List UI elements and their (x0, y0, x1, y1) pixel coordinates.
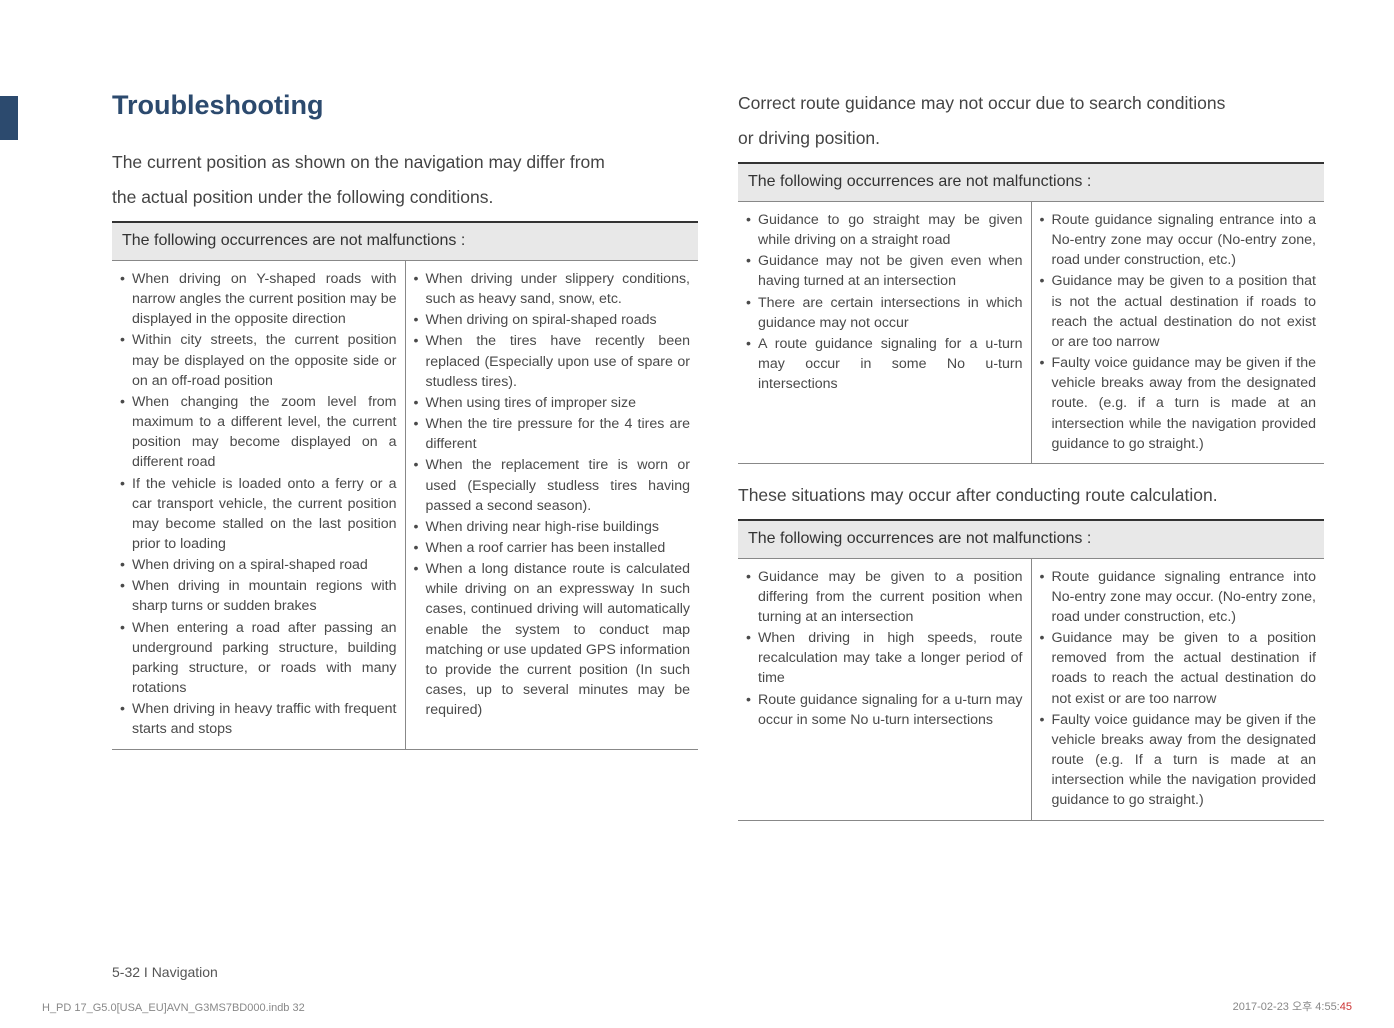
list-item: Faulty voice guidance may be given if th… (1040, 353, 1317, 454)
table-cell-left: Guidance may be given to a position diff… (738, 558, 1031, 820)
list-item: When entering a road after passing an un… (120, 618, 397, 699)
table-cell-left: Guidance to go straight may be given whi… (738, 201, 1031, 463)
list-item: Faulty voice guidance may be given if th… (1040, 710, 1317, 811)
list-item: Guidance to go straight may be given whi… (746, 210, 1023, 250)
list-item: Guidance may not be given even when havi… (746, 251, 1023, 291)
list-item: When using tires of improper size (414, 393, 691, 413)
list-item: When driving near high-rise buildings (414, 517, 691, 537)
list-item: When driving on spiral-shaped roads (414, 310, 691, 330)
malfunction-table-3: The following occurrences are not malfun… (738, 519, 1324, 821)
list-item: When driving in high speeds, route recal… (746, 628, 1023, 688)
list-item: There are certain intersections in which… (746, 293, 1023, 333)
list-item: Guidance may be given to a position that… (1040, 271, 1317, 352)
mid-intro: These situations may occur after conduct… (738, 482, 1324, 509)
table-cell-right: When driving under slippery conditions, … (405, 260, 698, 749)
list-item: Guidance may be given to a position diff… (746, 567, 1023, 627)
intro-line-1: Correct route guidance may not occur due… (738, 90, 1324, 117)
malfunction-table-2: The following occurrences are not malfun… (738, 162, 1324, 464)
table-cell-right: Route guidance signaling entrance into N… (1031, 558, 1324, 820)
list-item: When changing the zoom level from maximu… (120, 392, 397, 473)
list-item: When the tire pressure for the 4 tires a… (414, 414, 691, 454)
list-item: If the vehicle is loaded onto a ferry or… (120, 474, 397, 555)
bullet-list: When driving under slippery conditions, … (414, 269, 691, 720)
list-item: When driving under slippery conditions, … (414, 269, 691, 309)
table-header: The following occurrences are not malfun… (112, 222, 698, 260)
intro-line-2: or driving position. (738, 125, 1324, 152)
list-item: When driving in mountain regions with sh… (120, 576, 397, 616)
list-item: When driving on Y-shaped roads with narr… (120, 269, 397, 329)
timestamp: 2017-02-23 오후 4:55:45 (1233, 998, 1352, 1014)
list-item: When a long distance route is calculated… (414, 559, 691, 720)
list-item: When driving in heavy traffic with frequ… (120, 699, 397, 739)
list-item: Guidance may be given to a position remo… (1040, 628, 1317, 709)
page-number: 5-32 I Navigation (112, 964, 218, 980)
list-item: Route guidance signaling for a u-turn ma… (746, 690, 1023, 730)
malfunction-table-1: The following occurrences are not malfun… (112, 221, 698, 749)
intro-line-1: The current position as shown on the nav… (112, 149, 698, 176)
table-cell-left: When driving on Y-shaped roads with narr… (112, 260, 405, 749)
list-item: Within city streets, the current positio… (120, 330, 397, 390)
bullet-list: Guidance to go straight may be given whi… (746, 210, 1023, 394)
list-item: When the replacement tire is worn or use… (414, 455, 691, 515)
list-item: Route guidance signaling entrance into a… (1040, 210, 1317, 270)
table-cell-right: Route guidance signaling entrance into a… (1031, 201, 1324, 463)
intro-line-2: the actual position under the following … (112, 184, 698, 211)
list-item: A route guidance signaling for a u-turn … (746, 334, 1023, 394)
bullet-list: When driving on Y-shaped roads with narr… (120, 269, 397, 740)
source-file-name: H_PD 17_G5.0[USA_EU]AVN_G3MS7BD000.indb … (42, 1002, 305, 1014)
section-tab (0, 96, 18, 140)
list-item: When a roof carrier has been installed (414, 538, 691, 558)
page-content: Troubleshooting The current position as … (0, 0, 1394, 869)
left-column: Troubleshooting The current position as … (112, 90, 698, 839)
list-item: When the tires have recently been replac… (414, 331, 691, 391)
list-item: When driving on a spiral-shaped road (120, 555, 397, 575)
bullet-list: Route guidance signaling entrance into a… (1040, 210, 1317, 454)
bullet-list: Guidance may be given to a position diff… (746, 567, 1023, 730)
right-column: Correct route guidance may not occur due… (738, 90, 1324, 839)
main-heading: Troubleshooting (112, 90, 698, 121)
table-header: The following occurrences are not malfun… (738, 520, 1324, 558)
bullet-list: Route guidance signaling entrance into N… (1040, 567, 1317, 811)
timestamp-text: 2017-02-23 오후 4:55: (1233, 1001, 1340, 1013)
timestamp-red: 45 (1340, 1001, 1352, 1013)
list-item: Route guidance signaling entrance into N… (1040, 567, 1317, 627)
table-header: The following occurrences are not malfun… (738, 163, 1324, 201)
